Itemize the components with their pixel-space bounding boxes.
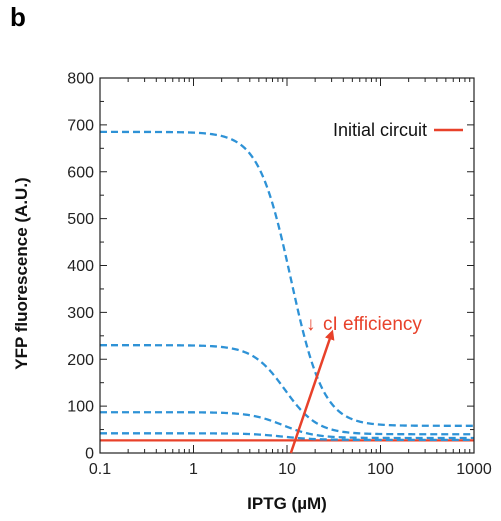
series-line-dashed-2 [100, 344, 474, 436]
y-tick-label: 0 [85, 446, 94, 463]
series-line-dashed-3 [100, 411, 474, 440]
y-tick-label: 300 [67, 305, 94, 322]
y-tick-label: 500 [67, 211, 94, 228]
y-tick-label: 100 [67, 399, 94, 416]
x-tick-label: 10 [278, 461, 296, 478]
y-tick-label: 800 [67, 71, 94, 88]
x-tick-label: 1000 [456, 461, 492, 478]
y-tick-label: 200 [67, 352, 94, 369]
annotation-down-arrow-icon: ↓ [306, 314, 316, 335]
x-tick-label: 0.1 [89, 461, 111, 478]
panel-label: b [10, 2, 26, 32]
x-axis-label: IPTG (µM) [247, 494, 327, 513]
series-line-dashed-1 [100, 130, 474, 427]
series-line-dashed-4 [100, 432, 474, 442]
y-axis-label: YFP fluorescence (A.U.) [12, 177, 31, 369]
y-tick-label: 400 [67, 258, 94, 275]
ticks-layer: 0 100 200 300 400 500 600 700 800 0.1 1 10 100 1000 [67, 71, 492, 479]
y-tick-label: 700 [67, 117, 94, 134]
y-tick-label: 600 [67, 164, 94, 181]
series-layer [100, 130, 474, 442]
annotation-label: cI efficiency [323, 314, 422, 335]
x-tick-label: 100 [367, 461, 394, 478]
legend-label: Initial circuit [333, 120, 427, 140]
x-tick-label: 1 [189, 461, 198, 478]
annotation-arrow [289, 329, 335, 454]
